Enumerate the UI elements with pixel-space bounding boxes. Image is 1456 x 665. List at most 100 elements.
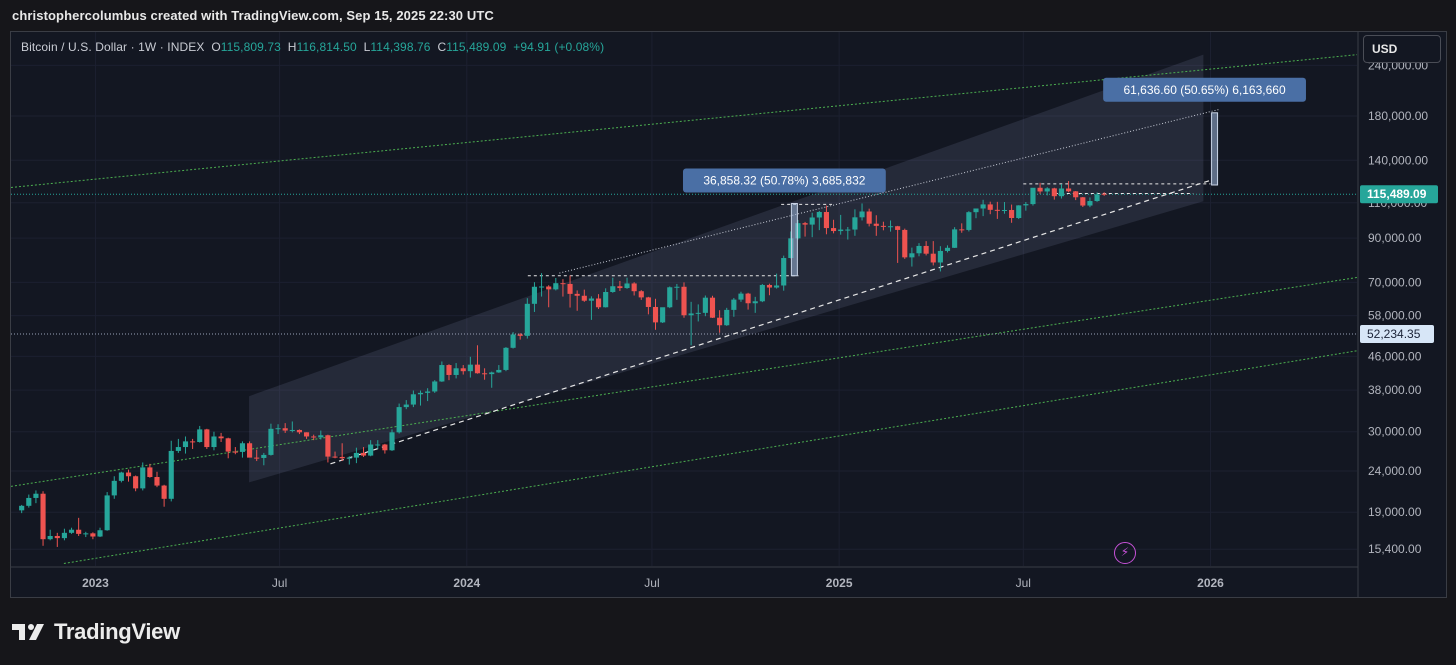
candle	[852, 209, 858, 236]
candle	[745, 292, 751, 310]
candle-body	[923, 245, 929, 254]
candle	[90, 532, 96, 540]
candle-body	[966, 212, 972, 230]
candle-body	[909, 253, 915, 258]
candle	[752, 296, 758, 313]
candle	[510, 332, 516, 349]
candle	[923, 241, 929, 256]
candle	[26, 494, 32, 508]
price-axis: 240,000.00180,000.00140,000.00110,000.00…	[1357, 31, 1438, 598]
candle-body	[973, 208, 979, 213]
candle-body	[1009, 209, 1015, 219]
candle-body	[553, 283, 559, 290]
candle-body	[496, 369, 502, 373]
candle-body	[717, 317, 723, 326]
candle	[225, 437, 231, 459]
candle	[759, 283, 765, 303]
candle-body	[382, 444, 388, 451]
time-axis: 2023 Jul 2024 Jul 2025 Jul 2026	[11, 566, 1358, 590]
candle-body	[1058, 188, 1065, 197]
candle	[624, 277, 630, 289]
candle	[1023, 201, 1029, 211]
change-value: +94.91 (+0.08%)	[513, 40, 605, 54]
candle-body	[289, 429, 295, 431]
level-price-tag-label: 52,234.35	[1367, 327, 1421, 341]
candle-body	[1073, 191, 1079, 198]
time-tick-label: Jul	[1016, 576, 1031, 590]
candle-body	[168, 450, 174, 499]
candle-body	[460, 368, 466, 372]
candle	[446, 364, 452, 381]
candle-body	[211, 436, 217, 448]
candle	[175, 438, 181, 453]
candle-body	[916, 245, 922, 254]
candle-body	[809, 217, 815, 225]
candle	[524, 298, 530, 339]
candle-body	[638, 291, 644, 298]
candle	[168, 440, 174, 502]
candle	[439, 361, 445, 382]
candle	[980, 199, 986, 217]
candle	[816, 210, 822, 231]
high-value: 116,814.50	[296, 40, 357, 54]
candle-body	[567, 283, 573, 294]
currency-button[interactable]: USD	[1363, 35, 1441, 63]
candle	[588, 296, 594, 320]
candle-body	[275, 428, 281, 430]
measure-bar	[1211, 112, 1219, 186]
candle	[966, 211, 972, 232]
candle	[1037, 182, 1043, 194]
candle-body	[396, 407, 402, 433]
candle	[140, 462, 146, 491]
candle	[161, 484, 167, 507]
candle	[346, 456, 352, 465]
candle	[702, 295, 708, 317]
candle-body	[674, 286, 680, 288]
candle	[425, 388, 431, 402]
candle	[674, 283, 680, 300]
lightning-icon[interactable]: ⚡	[1114, 542, 1136, 564]
candle	[19, 504, 25, 514]
candle	[318, 430, 324, 440]
candle	[866, 208, 872, 227]
candle-body	[54, 535, 60, 539]
candle-body	[218, 436, 224, 439]
candle	[517, 333, 523, 340]
candle-body	[987, 204, 993, 210]
candle-body	[268, 428, 274, 455]
candle-body	[197, 429, 203, 442]
candle-body	[261, 454, 267, 458]
candle-body	[417, 392, 424, 395]
candle	[795, 219, 801, 240]
candle	[994, 201, 1000, 219]
ohlc-legend: Bitcoin / U.S. Dollar · 1W · INDEX O115,…	[21, 40, 604, 54]
candle-body	[1037, 187, 1043, 192]
candle	[453, 363, 459, 379]
candle	[239, 441, 246, 458]
tradingview-logo[interactable]: TradingView	[12, 619, 180, 644]
candle	[638, 290, 644, 300]
time-tick-label: 2023	[82, 576, 109, 590]
candle-body	[731, 299, 737, 310]
candle	[873, 215, 879, 236]
candle-body	[239, 443, 246, 452]
candle	[724, 307, 730, 326]
candle-body	[446, 365, 452, 375]
candle	[1066, 180, 1072, 193]
low-label: L	[363, 40, 371, 54]
candle	[774, 273, 780, 289]
candle	[987, 201, 993, 215]
candle	[375, 440, 381, 449]
candle	[567, 275, 573, 308]
candle-body	[795, 223, 801, 239]
candle	[1001, 201, 1008, 214]
candle	[339, 443, 345, 462]
candle-body	[1094, 194, 1100, 202]
candle-body	[930, 253, 936, 263]
candle-body	[681, 286, 687, 316]
support-trendline	[330, 179, 1211, 465]
candle-body	[944, 247, 951, 251]
candle-body	[1101, 193, 1107, 195]
candle	[83, 531, 89, 538]
